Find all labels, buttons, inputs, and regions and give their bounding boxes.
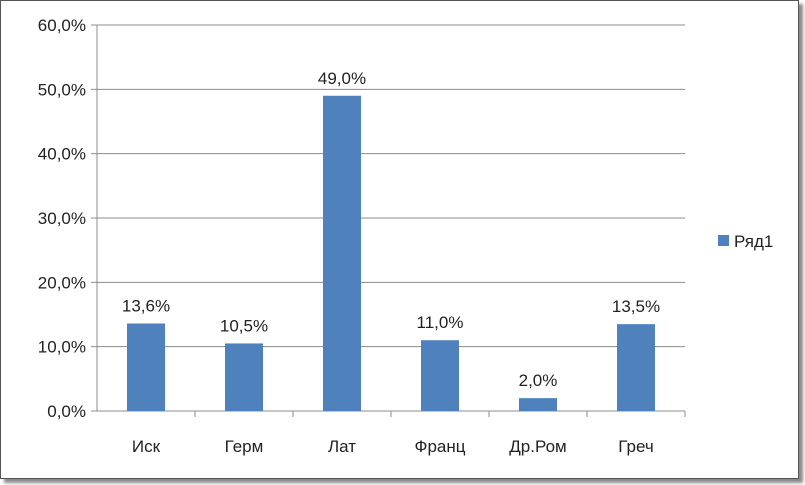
x-tick-label: Франц	[415, 437, 466, 456]
bar	[421, 340, 459, 411]
data-label: 13,5%	[612, 297, 660, 316]
data-label: 49,0%	[318, 69, 366, 88]
legend-label-series-1: Ряд1	[734, 232, 773, 251]
y-tick-label: 20,0%	[38, 273, 86, 292]
data-label: 11,0%	[417, 313, 464, 332]
data-labels: 13,6% 10,5% 49,0% 11,0% 2,0% 13,5%	[122, 69, 660, 390]
y-tick-label: 10,0%	[38, 338, 86, 357]
y-tick-label: 50,0%	[38, 80, 86, 99]
x-tick-label: Др.Ром	[509, 437, 566, 456]
y-tick-label: 40,0%	[38, 145, 86, 164]
bar	[127, 323, 165, 411]
gridlines	[97, 24, 685, 348]
data-label: 13,6%	[122, 297, 170, 316]
x-tick-label: Греч	[618, 437, 653, 456]
y-tick-label: 60,0%	[38, 16, 86, 35]
legend: Ряд1	[718, 232, 773, 251]
x-tick-label: Иск	[132, 437, 161, 456]
data-label: 10,5%	[220, 316, 268, 335]
y-axis: 0,0% 10,0% 20,0% 30,0% 40,0% 50,0% 60,0%	[38, 16, 98, 421]
bar	[519, 398, 557, 411]
y-tick-label: 0,0%	[47, 402, 86, 421]
bar	[225, 343, 263, 411]
bar	[617, 324, 655, 411]
x-tick-label: Герм	[225, 437, 264, 456]
legend-swatch	[718, 235, 729, 246]
x-tick-label: Лат	[328, 437, 356, 456]
bar	[323, 95, 361, 412]
bars	[127, 95, 655, 412]
y-tick-label: 30,0%	[38, 209, 86, 228]
x-axis: Иск Герм Лат Франц Др.Ром Греч	[97, 410, 686, 456]
data-label: 2,0%	[519, 371, 558, 390]
